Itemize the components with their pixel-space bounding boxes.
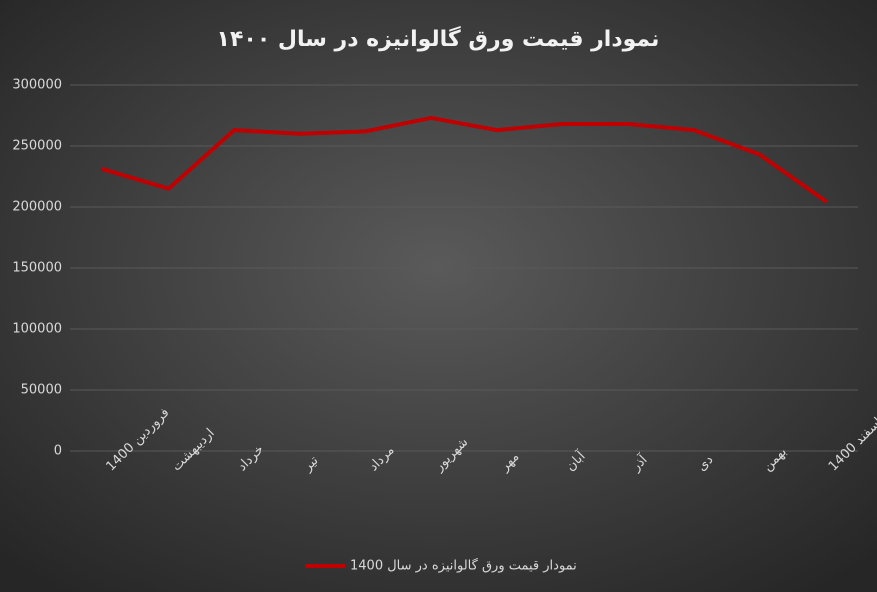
y-tick-label: 250000 xyxy=(12,139,62,154)
y-tick-label: 50000 xyxy=(21,383,62,398)
chart-title: نمودار قیمت ورق گالوانیزه در سال ۱۴۰۰ xyxy=(217,25,660,52)
y-tick-label: 0 xyxy=(54,444,62,459)
y-tick-label: 300000 xyxy=(12,78,62,93)
y-tick-label: 100000 xyxy=(12,322,62,337)
line xyxy=(100,115,828,203)
y-tick-label: 200000 xyxy=(12,200,62,215)
y-tick-label: 150000 xyxy=(12,261,62,276)
legend-label: نمودار قیمت ورق گالوانیزه در سال 1400 xyxy=(350,558,577,574)
